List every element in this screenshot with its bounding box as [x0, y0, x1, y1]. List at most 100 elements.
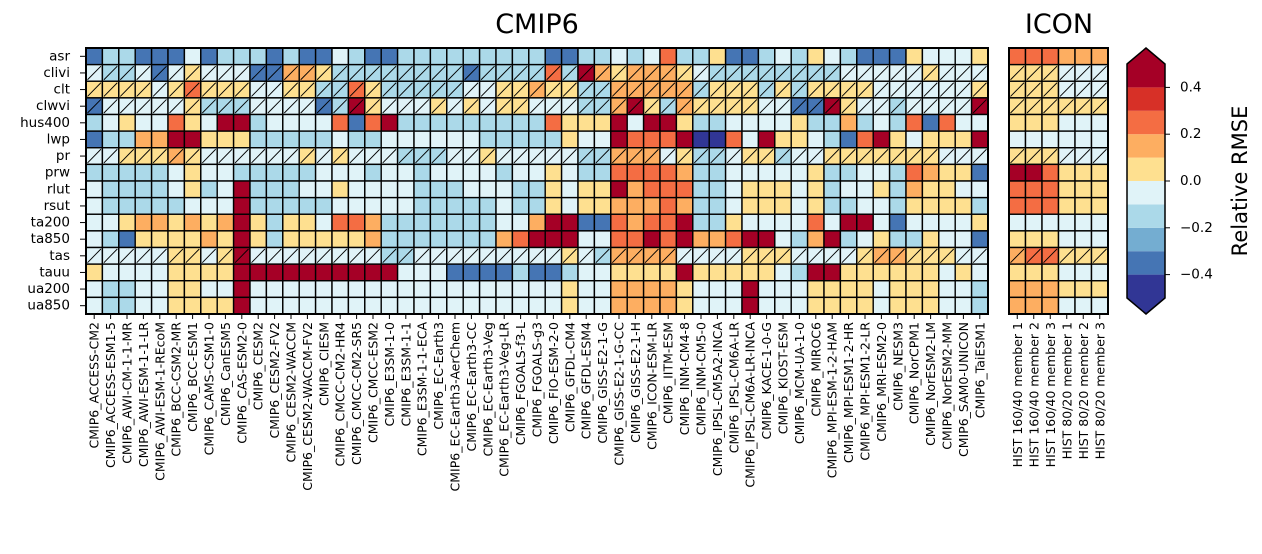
icon-cell	[1024, 296, 1043, 315]
cmip6-cell	[954, 280, 973, 299]
cmip6-hatch-mark	[218, 148, 233, 164]
icon-cell	[1008, 47, 1027, 66]
cmip6-cell	[528, 47, 546, 66]
icon-hatch-mark	[1092, 148, 1107, 164]
cmip6-hatch-mark	[447, 99, 463, 114]
cmip6-hatch-mark	[136, 99, 151, 114]
cmip6-cell	[265, 230, 284, 249]
cmip6-hatch-mark	[480, 65, 495, 81]
cmip6-cell	[298, 296, 317, 315]
icon-cell	[1041, 47, 1060, 66]
icon-cell	[1074, 163, 1093, 182]
icon-hatch-mark	[1043, 65, 1058, 81]
cmip6-cell	[954, 180, 973, 199]
cmip6-cell	[921, 113, 940, 132]
cmip6-hatch-mark	[267, 248, 282, 263]
cmip6-cell	[593, 196, 612, 215]
cmip6-hatch-mark	[464, 99, 479, 114]
cmip6-cell	[478, 230, 497, 249]
cmip6-cell	[544, 296, 563, 315]
colorbar-tick-label: 0.2	[1180, 126, 1201, 142]
icon-hatch-mark	[1010, 248, 1025, 263]
cmip6-cell	[856, 280, 874, 299]
cmip6-cell	[560, 263, 579, 282]
cmip6-cell	[134, 263, 153, 282]
cmip6-cell	[823, 280, 842, 299]
cmip6-column-label: CMIP6_IPSL-CM6A-LR-INCA	[743, 322, 758, 488]
cmip6-hatch-mark	[857, 148, 873, 164]
cmip6-cell	[183, 113, 202, 132]
cmip6-cell	[232, 280, 251, 299]
cmip6-cell	[380, 296, 399, 315]
icon-cell	[1074, 296, 1093, 315]
cmip6-hatch-mark	[661, 82, 676, 97]
cmip6-cell	[85, 180, 104, 199]
cmip6-column-label: CMIP6_CanESM5	[218, 322, 233, 426]
cmip6-cell	[134, 113, 153, 132]
cmip6-cell	[593, 280, 612, 299]
cmip6-hatch-mark	[185, 248, 200, 263]
cmip6-cell	[528, 163, 546, 182]
colorbar-bin	[1127, 64, 1165, 88]
cmip6-cell	[446, 213, 464, 232]
row-label: clt	[54, 82, 70, 98]
cmip6-hatch-mark	[169, 148, 184, 164]
cmip6-hatch-mark	[743, 99, 758, 114]
cmip6-column-label: CMIP6_MPI-ESM-1-2-HAM	[825, 322, 840, 478]
cmip6-hatch-mark	[333, 248, 348, 263]
cmip6-hatch-mark	[513, 99, 528, 114]
cmip6-cell	[692, 163, 710, 182]
cmip6-hatch-mark	[923, 248, 938, 263]
cmip6-cell	[757, 230, 776, 249]
cmip6-column-label: CMIP6_GISS-E2-1-G	[595, 322, 610, 444]
colorbar-tick-label: −0.4	[1180, 267, 1213, 283]
cmip6-hatch-mark	[726, 148, 741, 164]
cmip6-cell	[692, 113, 710, 132]
icon-cell	[1008, 263, 1027, 282]
cmip6-cell	[642, 163, 661, 182]
cmip6-hatch-mark	[857, 248, 873, 263]
cmip6-cell	[888, 163, 907, 182]
cmip6-cell	[249, 280, 268, 299]
cmip6-cell	[134, 230, 153, 249]
cmip6-column-label: CMIP6_BCC-CSM2-MR	[169, 322, 184, 457]
cmip6-cell	[462, 263, 481, 282]
cmip6-cell	[642, 196, 661, 215]
cmip6-cell	[265, 47, 284, 66]
icon-cell	[1090, 280, 1109, 299]
cmip6-column-label: CMIP6_INM-CM5-0	[694, 322, 709, 435]
cmip6-hatch-mark	[792, 65, 807, 81]
icon-cell	[1024, 180, 1043, 199]
cmip6-cell	[495, 213, 514, 232]
cmip6-hatch-mark	[87, 99, 102, 114]
cmip6-cell	[560, 113, 579, 132]
cmip6-cell	[216, 163, 235, 182]
cmip6-cell	[134, 47, 153, 66]
cmip6-cell	[200, 296, 218, 315]
cmip6-column-label: CMIP6_INM-CM4-8	[677, 322, 692, 435]
cmip6-cell	[446, 230, 464, 249]
cmip6-cell	[708, 213, 727, 232]
cmip6-cell	[610, 230, 628, 249]
cmip6-hatch-mark	[939, 248, 955, 263]
icon-cell	[1074, 130, 1093, 149]
cmip6-cell	[970, 180, 989, 199]
cmip6-cell	[593, 47, 612, 66]
cmip6-hatch-mark	[464, 65, 479, 81]
cmip6-cell	[888, 180, 907, 199]
cmip6-hatch-mark	[841, 82, 856, 97]
cmip6-cell	[560, 180, 579, 199]
cmip6-cell	[101, 180, 120, 199]
cmip6-cell	[118, 47, 136, 66]
cmip6-hatch-mark	[382, 248, 397, 263]
cmip6-cell	[642, 180, 661, 199]
icon-column-label: HIST 160/40 member 2	[1026, 322, 1041, 467]
cmip6-cell	[331, 130, 350, 149]
cmip6-cell	[134, 296, 153, 315]
cmip6-hatch-mark	[808, 99, 823, 114]
cmip6-cell	[659, 130, 678, 149]
cmip6-cell	[134, 130, 153, 149]
cmip6-hatch-mark	[529, 248, 545, 263]
cmip6-hatch-mark	[841, 248, 856, 263]
cmip6-cell	[593, 113, 612, 132]
